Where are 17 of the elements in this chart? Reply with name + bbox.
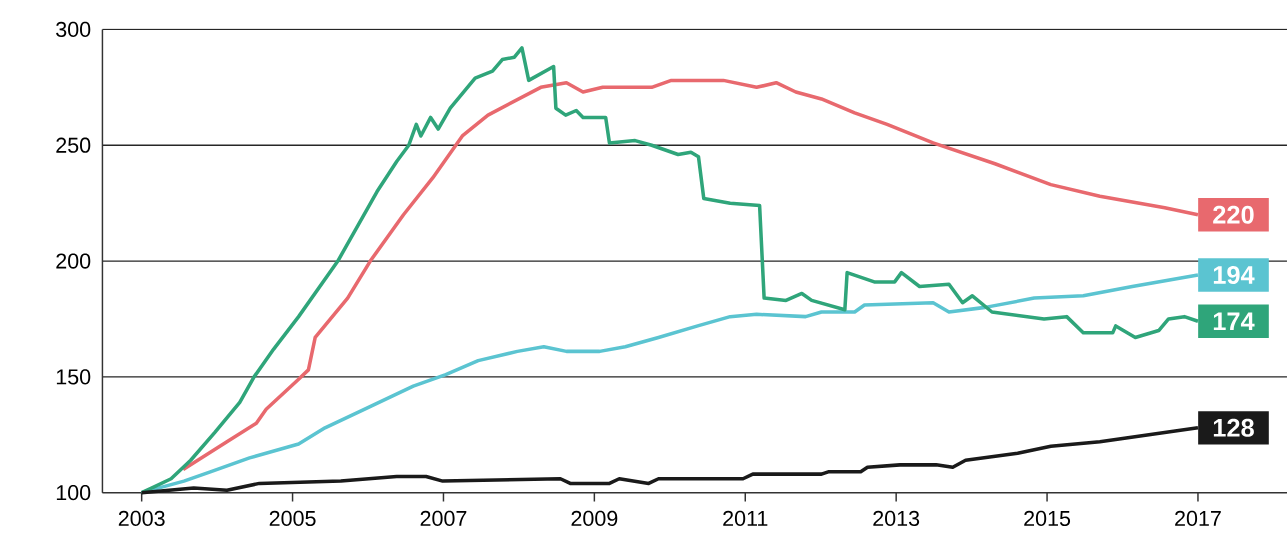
x-tick-label: 2015 (1024, 510, 1071, 527)
data-label: 174 (1213, 312, 1255, 331)
y-tick-label: 100 (56, 485, 91, 501)
x-tick-label: 2017 (1175, 510, 1221, 527)
data-label: 194 (1213, 266, 1255, 285)
data-label: 220 (1213, 205, 1254, 224)
x-tick-label: 2007 (420, 510, 467, 527)
x-tick-label: 2003 (118, 510, 165, 527)
y-tick-label: 200 (56, 253, 91, 269)
x-tick-label: 2009 (571, 510, 618, 527)
y-tick-label: 300 (56, 21, 91, 38)
x-tick-label: 2005 (269, 510, 316, 527)
y-tick-label: 150 (56, 369, 91, 385)
x-tick-label: 2011 (723, 510, 768, 527)
data-label: 128 (1213, 418, 1254, 437)
x-tick-label: 2013 (873, 510, 920, 527)
y-tick-label: 250 (56, 137, 91, 153)
